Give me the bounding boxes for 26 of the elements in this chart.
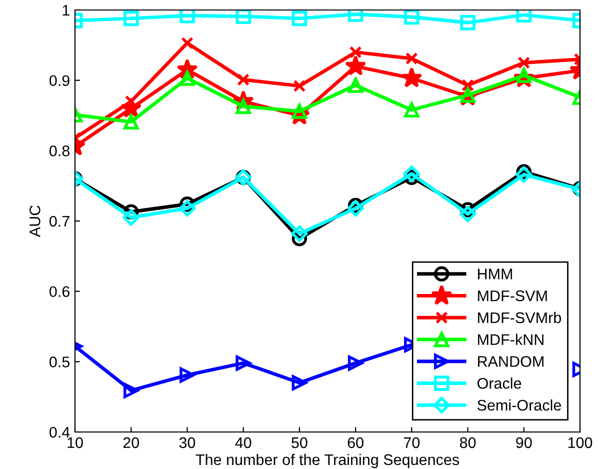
legend-label: HMM	[478, 268, 512, 280]
x-axis-title: The number of the Training Sequences	[196, 454, 460, 468]
legend-label: Oracle	[478, 378, 522, 389]
x-tick-label: 100	[568, 437, 592, 448]
x-tick-label: 70	[404, 437, 420, 448]
y-tick-label: 0.5	[50, 356, 70, 368]
legend-label: MDF-SVM	[478, 290, 547, 302]
y-tick-label: 1	[62, 5, 70, 16]
y-axis-title: AUC	[30, 205, 40, 238]
y-tick-label: 0.6	[50, 286, 70, 298]
legend-label: Semi-Oracle	[477, 399, 561, 411]
y-tick-label: 0.4	[50, 426, 70, 438]
x-tick-label: 30	[179, 437, 196, 448]
x-tick-label: 60	[348, 437, 364, 448]
x-tick-label: 10	[68, 437, 83, 448]
y-tick-label: 0.8	[50, 146, 70, 156]
y-tick-label: 0.7	[50, 216, 70, 227]
x-tick-label: 80	[460, 437, 476, 448]
x-tick-label: 20	[123, 437, 140, 448]
x-tick-label: 40	[235, 437, 252, 448]
legend-label: MDF-SVMrb	[478, 312, 562, 324]
x-tick-label: 90	[516, 437, 532, 448]
y-tick-label: 0.9	[50, 75, 70, 86]
legend-label: MDF-kNN	[478, 334, 544, 345]
x-tick-label: 50	[292, 437, 308, 448]
legend-label: RANDOM	[478, 356, 544, 367]
